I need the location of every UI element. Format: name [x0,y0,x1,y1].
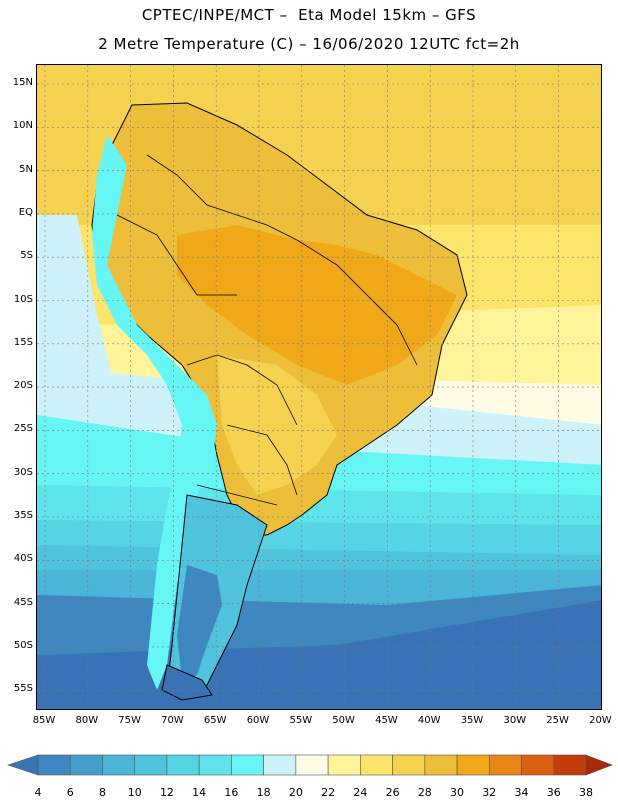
colorbar: 4 6 8 10 12 14 16 18 20 22 24 26 28 30 32 34 36 38 [7,754,613,799]
colorbar-label: 32 [482,786,496,799]
lat-label: 55S [13,683,33,695]
tierra-del-fuego [161,664,213,701]
colorbar-segment [134,754,168,776]
colorbar-segment [553,754,587,776]
map-title-line1: CPTEC/INPE/MCT – Eta Model 15km – GFS [141,6,477,24]
colorbar-label: 12 [160,786,174,799]
lon-label: 25W [546,715,569,726]
colorbar-segment [295,754,329,776]
central-warm-zone [217,355,337,495]
colorbar-segment [263,754,297,776]
colorbar-label: 38 [579,786,593,799]
colorbar-label: 34 [515,786,529,799]
colorbar-label: 28 [418,786,432,799]
graticule [37,65,601,709]
lon-label: 75W [118,715,141,726]
border-north [146,154,298,241]
temperature-map [36,64,602,710]
lat-label: 20S [13,380,33,392]
colorbar-label: 4 [35,786,42,799]
map-canvas [37,65,601,709]
colorbar-segment [231,754,264,776]
colorbar-label: 24 [353,786,367,799]
lon-label: 80W [75,715,99,726]
colorbar-label: 18 [257,786,271,799]
border-brazil-states [296,239,418,366]
andes-cool [92,135,217,690]
map-title-line2: 2 Metre Temperature (C) – 16/06/2020 12U… [98,35,520,53]
lat-label: 25S [13,423,33,435]
colorbar-label: 16 [224,786,238,799]
lat-label: 10S [13,293,33,305]
colorbar-segment [327,754,361,776]
lon-label: 35W [460,715,484,726]
colorbar-segment [37,754,71,776]
lat-label: 40S [13,553,33,565]
colorbar-label: 22 [321,786,335,799]
colorbar-label: 14 [192,786,206,799]
lon-label: 40W [417,715,441,726]
border-argentina-north [196,484,278,506]
colorbar-label: 30 [450,786,464,799]
lon-label: 30W [503,715,527,726]
band-18-20-west [37,215,117,405]
colorbar-segment [456,754,490,776]
colorbar-segment [360,754,393,776]
colorbar-label: 6 [67,786,74,799]
lat-label: 30S [13,466,33,478]
lon-label: 65W [203,715,227,726]
lat-label: 15N [12,77,33,88]
amazon-hot-zone [177,225,457,385]
colorbar-segment [488,754,522,776]
lat-label: 5S [20,250,33,262]
lon-label: 70W [161,715,184,726]
colorbar-label: 8 [99,786,106,799]
lon-label: 20W [589,715,612,726]
border-bolivia [186,354,298,426]
colorbar-arrow-left [7,754,39,776]
patagonia-cold [177,565,222,680]
colorbar-segment [424,754,458,776]
colorbar-label: 20 [289,786,303,799]
colorbar-segment [198,754,232,776]
border-peru-brazil [116,214,237,296]
lat-label: 15S [13,336,33,348]
colorbar-segment [392,754,426,776]
country-borders [116,154,418,506]
lat-label: 50S [13,639,33,651]
colorbar-arrow-right [585,754,613,776]
lat-label: 5N [19,163,33,175]
lon-label: 60W [246,715,270,726]
lat-label: 10N [12,120,33,132]
colorbar-segment [69,754,103,776]
lon-label: 85W [32,715,56,726]
border-paraguay [226,424,298,496]
colorbar-label: 10 [128,786,142,799]
lat-label: 35S [13,510,33,521]
colorbar-segment [102,754,136,776]
colorbar-segment [166,754,200,776]
colorbar-label: 26 [386,786,400,799]
lon-label: 45W [375,715,398,726]
lat-label: EQ [18,206,33,218]
lon-label: 55W [289,715,313,726]
colorbar-label: 36 [547,786,561,799]
lat-label: 45S [13,596,33,608]
colorbar-segment [521,754,555,776]
lon-label: 50W [332,715,355,726]
